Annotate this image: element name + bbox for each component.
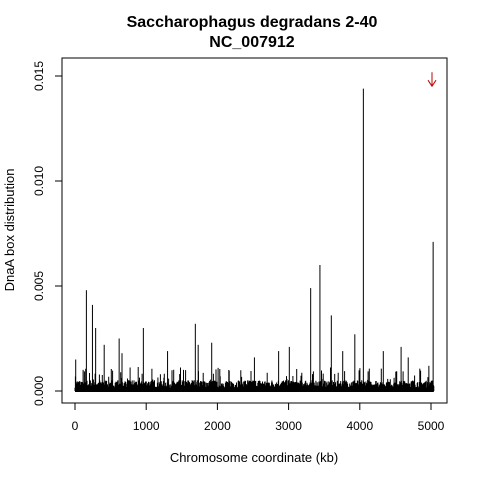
down-arrow-icon bbox=[427, 72, 437, 88]
chart-subtitle: NC_007912 bbox=[209, 34, 295, 51]
y-axis-label: DnaA box distribution bbox=[2, 169, 17, 292]
x-tick-label-5: 5000 bbox=[418, 419, 445, 433]
x-tick-label-3: 3000 bbox=[275, 419, 302, 433]
y-axis: 0.000 0.005 0.010 0.015 bbox=[32, 61, 63, 406]
y-tick-label-0: 0.000 bbox=[32, 376, 46, 406]
plot-frame bbox=[61, 57, 448, 404]
x-tick-label-2: 2000 bbox=[204, 419, 231, 433]
bar-series bbox=[75, 88, 434, 391]
x-tick-label-0: 0 bbox=[72, 419, 79, 433]
annotation-layer bbox=[427, 72, 437, 88]
x-tick-label-4: 4000 bbox=[346, 419, 373, 433]
x-axis: 0 1000 2000 3000 4000 5000 bbox=[72, 402, 445, 433]
chart-title: Saccharophagus degradans 2-40 bbox=[127, 14, 378, 31]
y-tick-label-1: 0.005 bbox=[32, 271, 46, 301]
y-tick-label-2: 0.010 bbox=[32, 166, 46, 196]
x-tick-label-1: 1000 bbox=[133, 419, 160, 433]
y-tick-label-3: 0.015 bbox=[32, 61, 46, 91]
x-axis-label: Chromosome coordinate (kb) bbox=[170, 450, 338, 465]
